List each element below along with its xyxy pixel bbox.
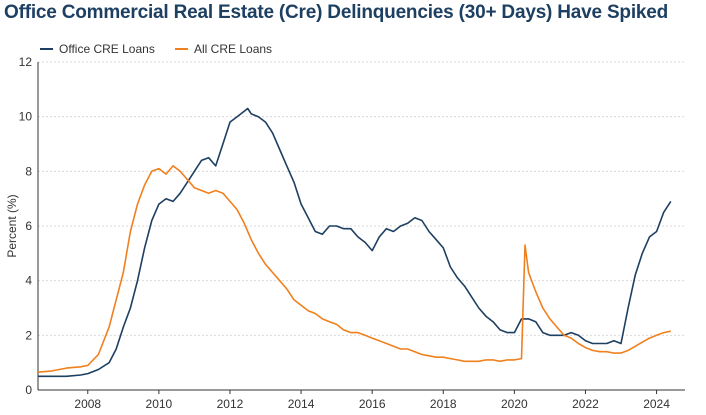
x-tick-label: 2014 bbox=[288, 397, 315, 411]
y-tick-label: 8 bbox=[25, 164, 32, 178]
legend-label-office: Office CRE Loans bbox=[59, 42, 155, 56]
legend-label-all-cre: All CRE Loans bbox=[194, 42, 272, 56]
series-lines bbox=[37, 107, 672, 378]
y-tick-label: 2 bbox=[25, 328, 32, 342]
y-tick-label: 4 bbox=[25, 274, 32, 288]
y-tick-label: 12 bbox=[19, 55, 33, 69]
x-axis-ticks: 2008 2010 2012 2014 2016 2018 2020 2022 2024 bbox=[74, 390, 670, 411]
y-tick-label: 0 bbox=[25, 383, 32, 397]
series-line-office-cre-loans bbox=[38, 107, 672, 378]
axes bbox=[37, 62, 685, 391]
x-tick-label: 2008 bbox=[74, 397, 101, 411]
x-tick-label: 2020 bbox=[501, 397, 528, 411]
x-tick-label: 2010 bbox=[146, 397, 173, 411]
y-axis-label: Percent (%) bbox=[5, 194, 19, 257]
series-line-all-cre-loans bbox=[37, 165, 671, 373]
chart-title: Office Commercial Real Estate (Cre) Deli… bbox=[4, 2, 669, 23]
y-axis-ticks: 0 2 4 6 8 10 12 bbox=[19, 55, 33, 397]
x-tick-label: 2024 bbox=[643, 397, 670, 411]
x-tick-label: 2022 bbox=[572, 397, 599, 411]
y-tick-label: 6 bbox=[25, 219, 32, 233]
y-tick-label: 10 bbox=[19, 110, 33, 124]
gridlines bbox=[38, 61, 685, 336]
x-tick-label: 2016 bbox=[359, 397, 386, 411]
x-tick-label: 2018 bbox=[430, 397, 457, 411]
x-tick-label: 2012 bbox=[217, 397, 244, 411]
legend: Office CRE Loans All CRE Loans bbox=[40, 42, 272, 56]
